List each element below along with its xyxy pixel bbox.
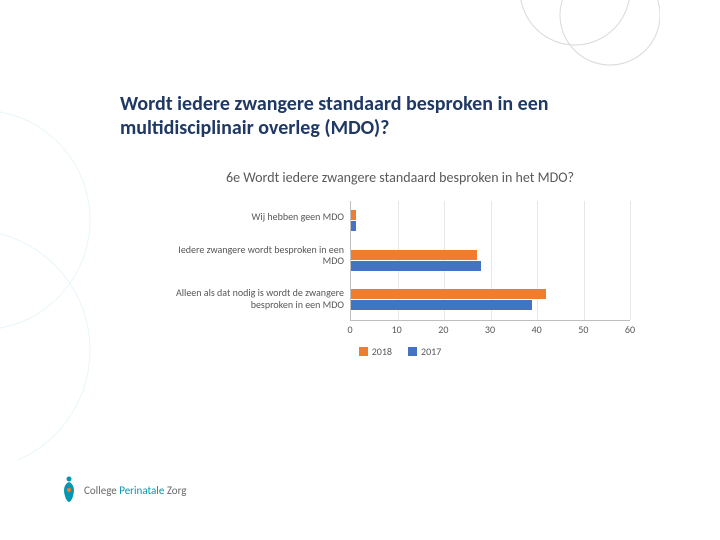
legend-swatch-2018 — [359, 347, 368, 356]
brand-part3: Zorg — [167, 484, 187, 497]
x-axis: 0102030405060 — [350, 321, 630, 339]
y-label: Iedere zwangere wordt besproken in een M… — [170, 244, 350, 267]
x-tick: 60 — [625, 323, 635, 336]
legend-item-2017: 2017 — [408, 345, 441, 358]
brand-logo-icon — [60, 476, 78, 504]
y-axis-labels: Wij hebben geen MDO Iedere zwangere word… — [170, 201, 350, 321]
x-tick: 20 — [438, 323, 448, 336]
bar-row — [351, 280, 630, 320]
decor-circles-top — [490, 0, 660, 70]
legend: 2018 2017 — [170, 345, 630, 358]
bar-2017 — [351, 261, 481, 271]
bar-2018 — [351, 289, 546, 299]
chart-body: Wij hebben geen MDO Iedere zwangere word… — [170, 201, 630, 321]
slide-title: Wordt iedere zwangere standaard besproke… — [120, 92, 590, 140]
chart-title: 6e Wordt iedere zwangere standaard bespr… — [170, 170, 630, 187]
plot-area — [350, 201, 630, 321]
x-tick: 50 — [578, 323, 588, 336]
x-tick: 40 — [532, 323, 542, 336]
bar-2017 — [351, 300, 532, 310]
decor-circles-left — [0, 100, 120, 460]
x-tick: 30 — [485, 323, 495, 336]
bar-row — [351, 240, 630, 280]
legend-swatch-2017 — [408, 347, 417, 356]
brand-footer: College Perinatale Zorg — [60, 476, 186, 504]
chart-container: 6e Wordt iedere zwangere standaard bespr… — [170, 170, 630, 358]
brand-part1: College — [84, 484, 117, 497]
x-tick: 0 — [347, 323, 352, 336]
bar-row — [351, 201, 630, 241]
legend-item-2018: 2018 — [359, 345, 392, 358]
brand-text: College Perinatale Zorg — [84, 484, 186, 497]
y-label: Wij hebben geen MDO — [170, 211, 350, 223]
x-tick: 10 — [392, 323, 402, 336]
bar-2018 — [351, 250, 477, 260]
legend-label: 2018 — [372, 345, 392, 358]
brand-part2: Perinatale — [119, 484, 164, 497]
bar-2018 — [351, 210, 356, 220]
legend-label: 2017 — [421, 345, 441, 358]
y-label: Alleen als dat nodig is wordt de zwanger… — [170, 287, 350, 310]
bar-2017 — [351, 221, 356, 231]
